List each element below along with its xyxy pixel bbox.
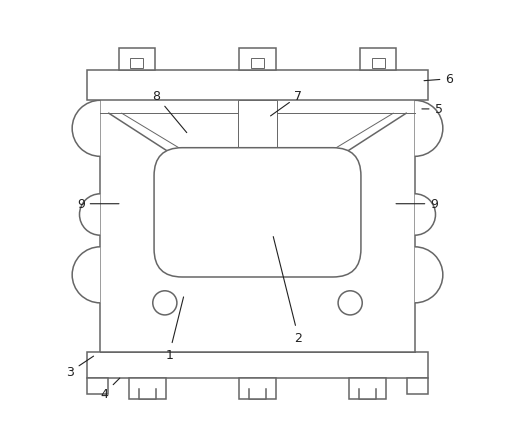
Bar [139, 389, 156, 399]
Text: 8: 8 [152, 90, 187, 133]
Bar [87, 378, 108, 394]
Text: 7: 7 [270, 90, 302, 117]
Wedge shape [79, 194, 100, 236]
Bar [360, 49, 397, 71]
Text: 2: 2 [273, 237, 302, 344]
Bar [249, 389, 266, 399]
Bar [130, 59, 143, 69]
Bar [118, 49, 155, 71]
Wedge shape [72, 247, 100, 303]
Text: 5: 5 [422, 103, 442, 116]
Bar [129, 378, 166, 399]
Bar [239, 49, 276, 71]
Wedge shape [415, 194, 436, 236]
Bar [359, 389, 376, 399]
Text: 9: 9 [396, 198, 438, 211]
Bar [238, 101, 277, 181]
Wedge shape [415, 101, 443, 157]
Bar [239, 378, 276, 399]
Circle shape [338, 291, 362, 315]
Bar [87, 353, 428, 378]
FancyBboxPatch shape [154, 148, 361, 277]
Text: 6: 6 [424, 73, 453, 86]
Circle shape [153, 291, 177, 315]
Bar [372, 59, 385, 69]
Text: 9: 9 [77, 198, 119, 211]
Bar [87, 71, 428, 101]
Bar [407, 378, 428, 394]
Bar [251, 59, 264, 69]
Text: 3: 3 [66, 356, 94, 378]
Text: 1: 1 [165, 297, 183, 361]
Bar [349, 378, 386, 399]
Wedge shape [415, 247, 443, 303]
Bar [100, 88, 415, 355]
Text: 4: 4 [100, 378, 120, 400]
Wedge shape [72, 101, 100, 157]
